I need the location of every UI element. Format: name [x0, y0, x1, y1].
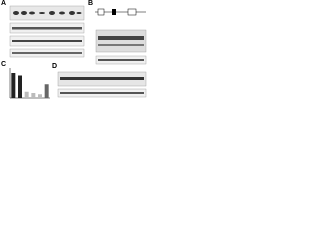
panel-c-blots: [57, 29, 147, 98]
bar: [11, 73, 16, 98]
bar: [31, 93, 36, 98]
blot-band: [98, 36, 144, 40]
blot: [95, 29, 147, 53]
blot-band: [60, 92, 144, 94]
bar: [44, 84, 49, 98]
panel-label: C: [1, 61, 6, 68]
panel-label: D: [52, 63, 57, 70]
panel-a-blots: [9, 5, 85, 58]
blot-band: [60, 77, 144, 80]
blot-bands: [13, 11, 82, 15]
blot-band: [12, 40, 82, 42]
exon: [112, 9, 116, 15]
bar: [38, 94, 42, 98]
panel-label: B: [88, 0, 93, 7]
exon: [97, 8, 105, 16]
blot-band: [98, 44, 144, 46]
blot: [9, 5, 85, 21]
bar: [24, 91, 29, 98]
bar: [18, 75, 22, 98]
panel-label: A: [1, 0, 6, 7]
blot-band: [98, 59, 144, 61]
blot-band: [12, 27, 82, 30]
exon: [127, 8, 137, 16]
figure: A B C D: [1, 0, 147, 99]
panel-b-diagram: [95, 8, 146, 16]
blot-band: [12, 52, 82, 54]
